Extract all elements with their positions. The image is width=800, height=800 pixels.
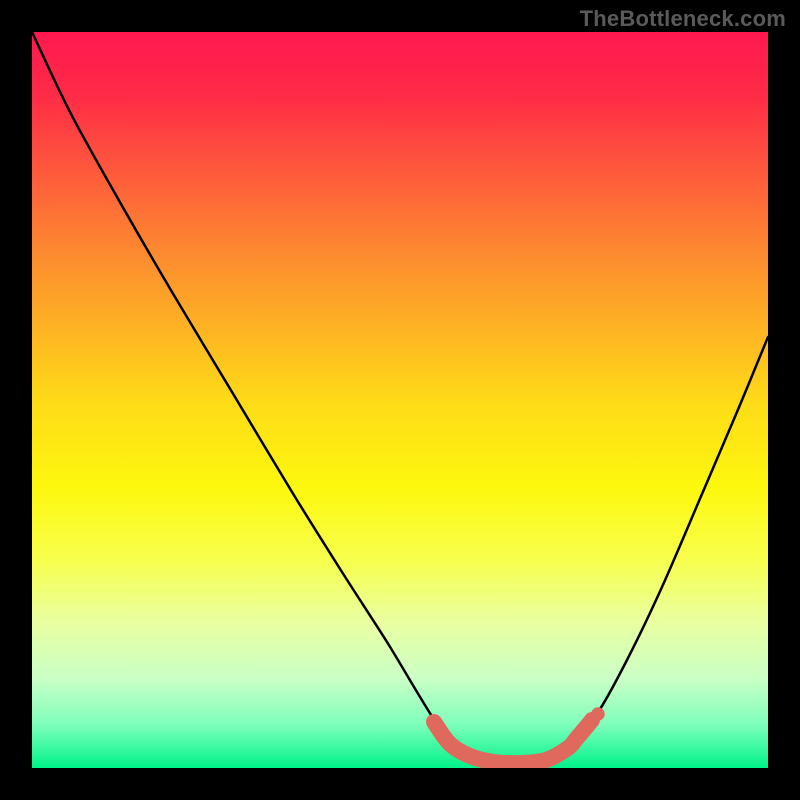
watermark-label: TheBottleneck.com (580, 6, 786, 32)
optimal-zone-marker (32, 32, 768, 768)
plot-area (32, 32, 768, 768)
chart-frame: TheBottleneck.com (0, 0, 800, 800)
